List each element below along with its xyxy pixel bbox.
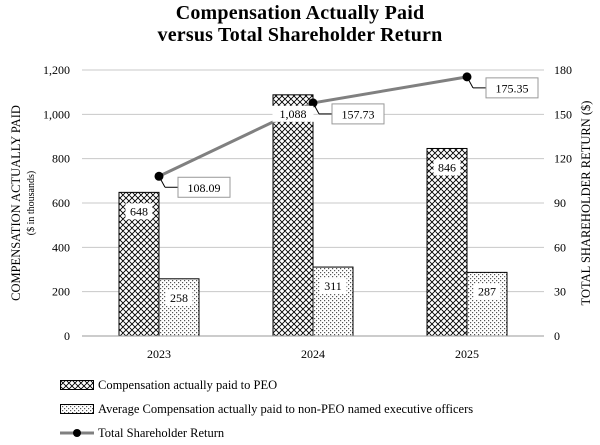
bar-label-bg — [272, 105, 314, 122]
legend-swatch-dotted — [60, 404, 94, 414]
tsr-callout-leader — [466, 76, 474, 89]
bar-peo-2024 — [272, 94, 314, 337]
bar-label-peo: 846 — [438, 160, 456, 174]
y-left-tick-label: 200 — [52, 285, 70, 299]
y-left-tick-label: 0 — [64, 329, 70, 343]
bar-label-bg — [473, 283, 501, 300]
y-left-tick-label: 600 — [52, 196, 70, 210]
bar-label-non-peo: 287 — [478, 284, 496, 298]
legend-label-non-peo: Average Compensation actually paid to no… — [98, 401, 474, 416]
y-left-tick-label: 1,200 — [43, 63, 70, 77]
y-left-tick-label: 1,000 — [43, 107, 70, 121]
bar-label-bg — [125, 203, 153, 220]
chart-title: Compensation Actually Paid versus Total … — [0, 2, 600, 46]
bar-non-peo-2025 — [466, 271, 508, 337]
bar-label-peo: 1,088 — [280, 107, 307, 121]
tsr-value-label: 108.09 — [188, 181, 221, 195]
y-left-axis-subtitle: ($ in thousands) — [26, 171, 37, 235]
legend-label-tsr: Total Shareholder Return — [98, 425, 225, 440]
tsr-value-label: 157.73 — [342, 107, 375, 121]
y-left-tick-label: 400 — [52, 240, 70, 254]
bar-non-peo-2023 — [158, 278, 200, 337]
y-left-axis-title: COMPENSATION ACTUALLY PAID — [9, 105, 23, 301]
bar-non-peo-2024 — [312, 266, 354, 337]
y-right-tick-label: 90 — [554, 196, 566, 210]
y-right-tick-label: 120 — [554, 152, 572, 166]
y-right-axis-title: TOTAL SHAREHOLDER RETURN ($) — [579, 101, 593, 306]
legend-item-tsr: Total Shareholder Return — [60, 421, 473, 445]
bar-label-bg — [165, 289, 193, 306]
tsr-callout-leader — [312, 102, 320, 115]
y-right-tick-label: 30 — [554, 285, 566, 299]
legend-swatch-line — [60, 429, 94, 437]
bar-label-non-peo: 311 — [324, 279, 342, 293]
legend-label-peo: Compensation actually paid to PEO — [98, 377, 278, 392]
legend-swatch-crosshatch — [60, 380, 94, 390]
legend: Compensation actually paid to PEO Averag… — [60, 373, 473, 445]
tsr-callout-box — [485, 77, 539, 99]
y-right-tick-label: 60 — [554, 240, 566, 254]
bar-label-peo: 648 — [130, 204, 148, 218]
tsr-callout-box — [331, 103, 385, 125]
legend-item-peo: Compensation actually paid to PEO — [60, 373, 473, 397]
tsr-callout-leader — [158, 176, 166, 188]
x-tick-label: 2025 — [455, 347, 479, 361]
chart-title-line-2: versus Total Shareholder Return — [157, 24, 443, 46]
y-left-tick-label: 800 — [52, 152, 70, 166]
x-tick-label: 2023 — [147, 347, 171, 361]
y-right-tick-label: 0 — [554, 329, 560, 343]
y-right-tick-label: 180 — [554, 63, 572, 77]
bar-label-bg — [319, 278, 347, 295]
bar-peo-2025 — [426, 147, 468, 337]
bar-label-bg — [433, 159, 461, 176]
x-tick-label: 2024 — [301, 347, 325, 361]
chart-title-line-1: Compensation Actually Paid — [175, 2, 425, 24]
tsr-callout-box — [177, 176, 231, 198]
legend-item-non-peo: Average Compensation actually paid to no… — [60, 397, 473, 421]
y-right-tick-label: 150 — [554, 107, 572, 121]
bar-label-non-peo: 258 — [170, 291, 188, 305]
tsr-value-label: 175.35 — [496, 81, 529, 95]
